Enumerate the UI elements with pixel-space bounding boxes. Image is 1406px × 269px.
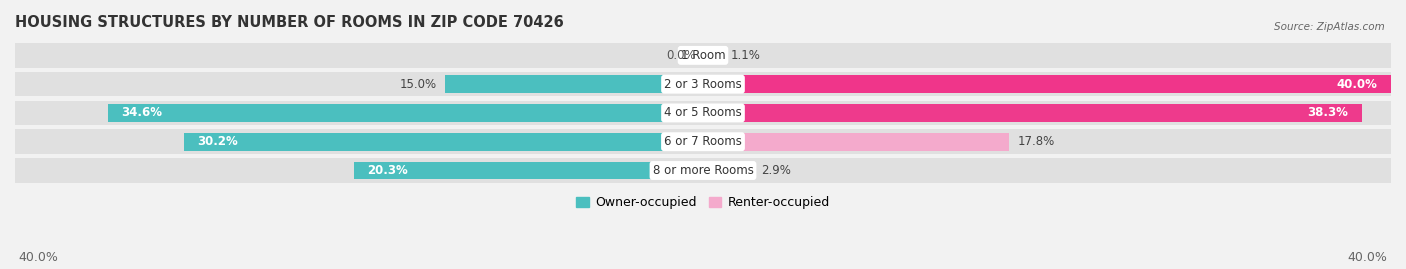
Text: 15.0%: 15.0%: [399, 78, 436, 91]
Text: 0.0%: 0.0%: [666, 49, 696, 62]
Text: 30.2%: 30.2%: [197, 135, 238, 148]
Bar: [446, 75, 703, 93]
Bar: [354, 162, 703, 179]
Text: 40.0%: 40.0%: [18, 251, 58, 264]
Text: 1.1%: 1.1%: [731, 49, 761, 62]
Text: 40.0%: 40.0%: [1348, 251, 1388, 264]
Text: 17.8%: 17.8%: [1018, 135, 1054, 148]
Bar: [15, 43, 1391, 68]
Bar: [15, 72, 1391, 96]
Text: 8 or more Rooms: 8 or more Rooms: [652, 164, 754, 177]
Bar: [15, 158, 1391, 183]
Text: HOUSING STRUCTURES BY NUMBER OF ROOMS IN ZIP CODE 70426: HOUSING STRUCTURES BY NUMBER OF ROOMS IN…: [15, 15, 564, 30]
Legend: Owner-occupied, Renter-occupied: Owner-occupied, Renter-occupied: [571, 192, 835, 214]
Bar: [703, 104, 1362, 122]
Text: 2.9%: 2.9%: [762, 164, 792, 177]
Bar: [703, 162, 752, 179]
Bar: [108, 104, 703, 122]
Text: 4 or 5 Rooms: 4 or 5 Rooms: [664, 107, 742, 119]
Text: Source: ZipAtlas.com: Source: ZipAtlas.com: [1274, 22, 1385, 31]
Bar: [15, 129, 1391, 154]
Text: 20.3%: 20.3%: [367, 164, 408, 177]
Bar: [703, 133, 1010, 151]
Text: 38.3%: 38.3%: [1308, 107, 1348, 119]
Bar: [15, 101, 1391, 125]
Text: 34.6%: 34.6%: [122, 107, 163, 119]
Text: 40.0%: 40.0%: [1336, 78, 1378, 91]
Text: 1 Room: 1 Room: [681, 49, 725, 62]
Bar: [703, 75, 1391, 93]
Text: 6 or 7 Rooms: 6 or 7 Rooms: [664, 135, 742, 148]
Bar: [703, 47, 721, 64]
Text: 2 or 3 Rooms: 2 or 3 Rooms: [664, 78, 742, 91]
Bar: [184, 133, 703, 151]
